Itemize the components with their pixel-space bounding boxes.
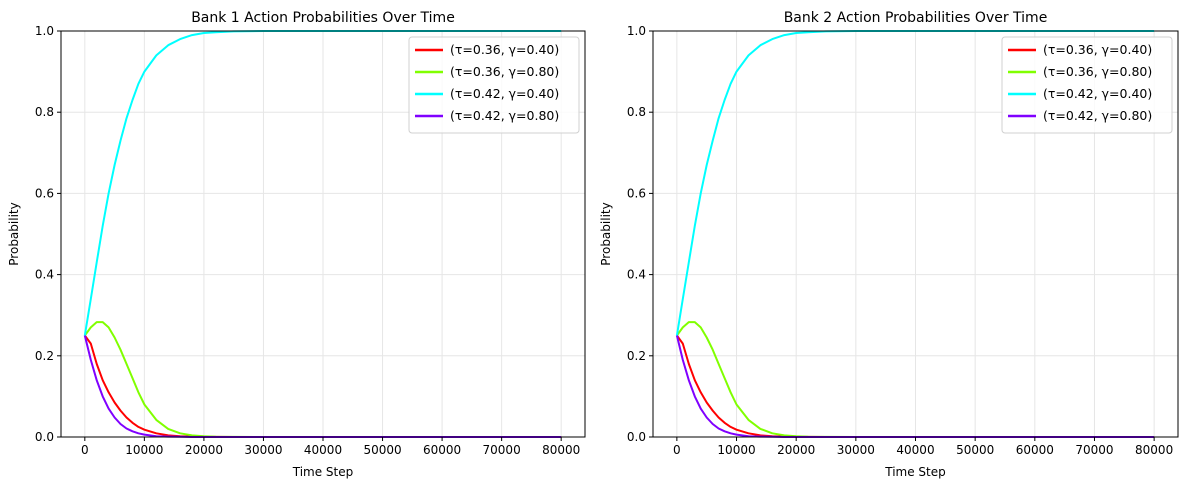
grid (653, 30, 1178, 438)
legend-label: (τ=0.36, γ=0.40) (450, 42, 559, 57)
x-tick-label: 0 (81, 443, 89, 457)
axes: 0 10000 20000 30000 40000 50000 60000 70000 8000… (35, 24, 586, 457)
legend-label: (τ=0.36, γ=0.40) (1043, 42, 1152, 57)
x-tick-label: 50000 (956, 443, 994, 457)
y-tick-label: 0.4 (627, 268, 646, 282)
chart-panel-bank-1: Bank 1 Action Probabilities Over Time Ti… (7, 10, 586, 479)
legend: (τ=0.36, γ=0.40) (τ=0.36, γ=0.80) (τ=0.42,… (408, 36, 580, 134)
x-tick-label: 10000 (717, 443, 755, 457)
legend-box (408, 36, 580, 134)
x-tick-label: 70000 (483, 443, 521, 457)
x-axis-label: Time Step (292, 465, 354, 479)
chart-title: Bank 1 Action Probabilities Over Time (191, 10, 455, 26)
legend: (τ=0.36, γ=0.40) (τ=0.36, γ=0.80) (τ=0.42,… (1001, 36, 1173, 134)
x-tick-label: 20000 (777, 443, 815, 457)
y-tick-label: 1.0 (627, 24, 646, 38)
legend-label: (τ=0.36, γ=0.80) (450, 64, 559, 79)
y-tick-label: 0.6 (35, 186, 54, 200)
y-tick-label: 0.0 (627, 430, 646, 444)
y-tick-label: 1.0 (35, 24, 54, 38)
y-axis-label: Probability (599, 202, 613, 265)
legend-label: (τ=0.42, γ=0.80) (450, 108, 559, 123)
x-tick-label: 80000 (1135, 443, 1173, 457)
x-tick-label: 80000 (542, 443, 580, 457)
legend-box (1001, 36, 1173, 134)
x-tick-label: 70000 (1075, 443, 1113, 457)
y-tick-label: 0.0 (35, 430, 54, 444)
x-tick-label: 20000 (185, 443, 223, 457)
axes-frame (60, 30, 586, 438)
y-axis-label: Probability (7, 202, 21, 265)
x-tick-label: 60000 (423, 443, 461, 457)
y-tick-label: 0.8 (35, 105, 54, 119)
x-tick-label: 30000 (837, 443, 875, 457)
y-tick-label: 0.8 (627, 105, 646, 119)
x-tick-label: 60000 (1016, 443, 1054, 457)
axes: 0 10000 20000 30000 40000 50000 60000 70000 8000… (627, 24, 1179, 457)
x-tick-label: 30000 (244, 443, 282, 457)
x-axis-label: Time Step (884, 465, 946, 479)
x-tick-label: 50000 (363, 443, 401, 457)
y-tick-label: 0.6 (627, 186, 646, 200)
x-tick-label: 10000 (125, 443, 163, 457)
legend-label: (τ=0.36, γ=0.80) (1043, 64, 1152, 79)
x-tick-label: 0 (673, 443, 681, 457)
chart-panel-bank-2: Bank 2 Action Probabilities Over Time Ti… (599, 10, 1179, 479)
chart-title: Bank 2 Action Probabilities Over Time (784, 10, 1048, 26)
x-tick-label: 40000 (896, 443, 934, 457)
legend-label: (τ=0.42, γ=0.40) (450, 86, 559, 101)
y-tick-label: 0.4 (35, 268, 54, 282)
axes-frame (652, 30, 1179, 438)
y-tick-label: 0.2 (627, 349, 646, 363)
x-tick-label: 40000 (304, 443, 342, 457)
legend-label: (τ=0.42, γ=0.40) (1043, 86, 1152, 101)
y-tick-label: 0.2 (35, 349, 54, 363)
legend-label: (τ=0.42, γ=0.80) (1043, 108, 1152, 123)
